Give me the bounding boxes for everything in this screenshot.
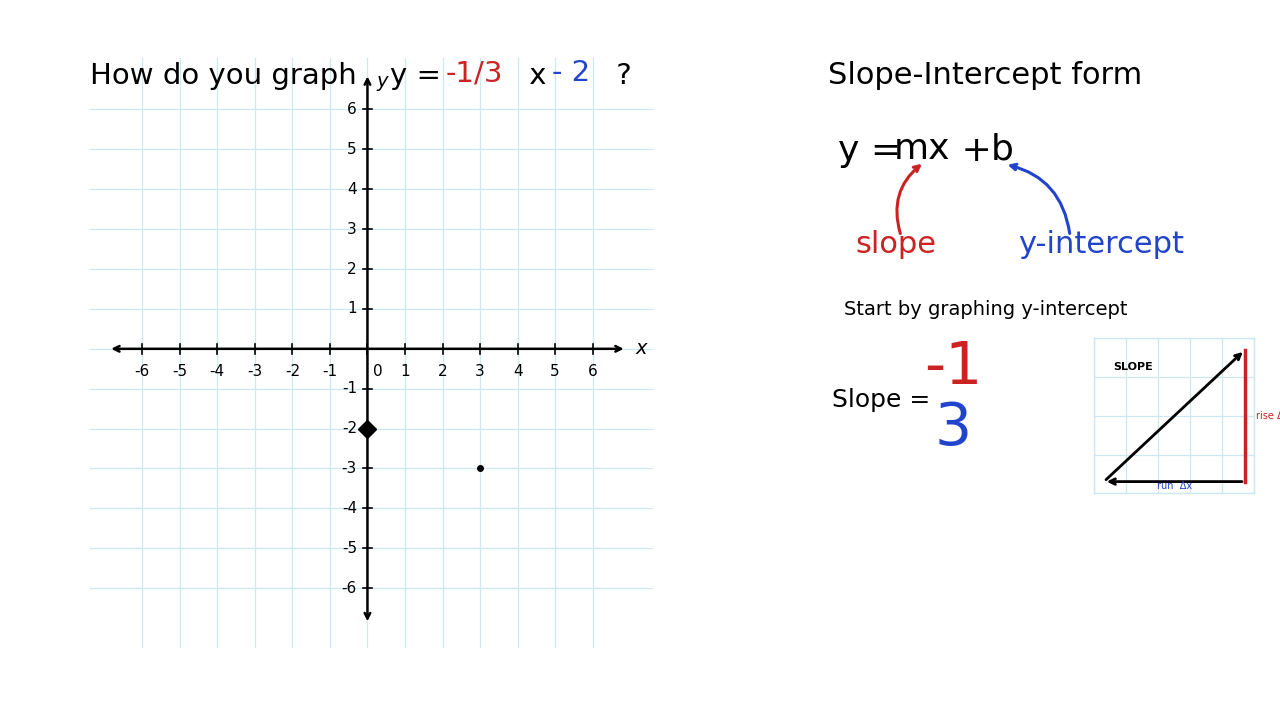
Text: y: y (376, 71, 388, 91)
Text: mx: mx (893, 132, 950, 166)
Text: How do you graph: How do you graph (90, 62, 356, 89)
Text: -1: -1 (323, 364, 338, 379)
Text: -4: -4 (342, 501, 357, 516)
Text: 5: 5 (347, 142, 357, 157)
Text: rise Δy: rise Δy (1256, 411, 1280, 420)
Text: y =: y = (390, 62, 451, 89)
Text: -3: -3 (247, 364, 262, 379)
Text: y =: y = (838, 134, 913, 168)
Text: -6: -6 (342, 580, 357, 595)
Text: -2: -2 (342, 421, 357, 436)
Text: 3: 3 (475, 364, 485, 379)
Text: Slope =: Slope = (832, 387, 931, 412)
Text: 1: 1 (401, 364, 410, 379)
Text: 0: 0 (372, 364, 383, 379)
Text: -1: -1 (924, 338, 983, 396)
Text: 1: 1 (347, 302, 357, 316)
Text: 2: 2 (347, 261, 357, 276)
Text: Slope-Intercept form: Slope-Intercept form (828, 61, 1143, 90)
Text: 6: 6 (347, 102, 357, 117)
Text: -5: -5 (342, 541, 357, 556)
Text: 6: 6 (588, 364, 598, 379)
Text: run  Δx: run Δx (1157, 481, 1192, 491)
Text: 4: 4 (513, 364, 522, 379)
Text: -1/3: -1/3 (445, 60, 503, 87)
Text: Start by graphing y-intercept: Start by graphing y-intercept (844, 300, 1128, 319)
Text: -1: -1 (342, 381, 357, 396)
Text: +: + (950, 134, 1004, 168)
Text: x: x (520, 62, 556, 89)
Text: -3: -3 (342, 461, 357, 476)
Text: y-intercept: y-intercept (1018, 230, 1184, 259)
Text: 4: 4 (347, 181, 357, 197)
Text: -5: -5 (172, 364, 187, 379)
Text: - 2: - 2 (552, 60, 590, 87)
Text: 3: 3 (347, 222, 357, 237)
Text: x: x (636, 339, 648, 359)
Text: 3: 3 (934, 400, 973, 457)
Text: b: b (991, 132, 1014, 166)
Text: -6: -6 (134, 364, 150, 379)
Text: 2: 2 (438, 364, 447, 379)
Text: slope: slope (855, 230, 937, 259)
Text: 5: 5 (550, 364, 559, 379)
Text: SLOPE: SLOPE (1114, 361, 1153, 372)
Text: -4: -4 (210, 364, 225, 379)
Text: -2: -2 (284, 364, 300, 379)
Text: ?: ? (607, 62, 631, 89)
